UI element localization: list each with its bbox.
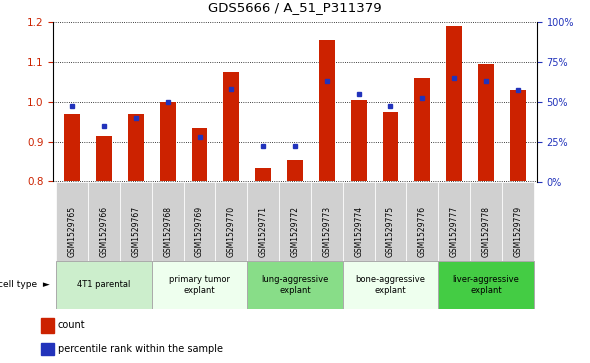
Bar	[247, 182, 279, 261]
Text: percentile rank within the sample: percentile rank within the sample	[58, 344, 223, 354]
Bar	[120, 182, 152, 261]
Bar	[287, 159, 303, 182]
Text: GSM1529775: GSM1529775	[386, 206, 395, 257]
Bar	[41, 343, 54, 355]
Bar	[311, 182, 343, 261]
Bar	[183, 182, 215, 261]
Bar	[319, 40, 335, 182]
Bar	[510, 90, 526, 182]
Text: GSM1529772: GSM1529772	[290, 207, 300, 257]
Bar	[414, 78, 430, 182]
Bar	[64, 114, 80, 182]
Text: GSM1529767: GSM1529767	[132, 206, 140, 257]
Bar	[375, 182, 407, 261]
Bar	[128, 114, 144, 182]
Text: GSM1529778: GSM1529778	[481, 207, 490, 257]
Text: GSM1529774: GSM1529774	[354, 206, 363, 257]
Bar	[438, 182, 470, 261]
Text: GSM1529777: GSM1529777	[450, 206, 458, 257]
Bar	[343, 182, 375, 261]
Bar	[88, 182, 120, 261]
Text: GSM1529766: GSM1529766	[100, 206, 109, 257]
Bar	[350, 100, 366, 182]
Text: GSM1529773: GSM1529773	[322, 206, 332, 257]
Bar	[160, 102, 176, 182]
Bar	[438, 261, 534, 309]
Text: primary tumor
explant: primary tumor explant	[169, 275, 230, 295]
Text: GDS5666 / A_51_P311379: GDS5666 / A_51_P311379	[208, 1, 382, 15]
Text: bone-aggressive
explant: bone-aggressive explant	[356, 275, 425, 295]
Bar	[96, 135, 112, 182]
Bar	[56, 182, 88, 261]
Bar	[247, 261, 343, 309]
Text: GSM1529779: GSM1529779	[513, 206, 522, 257]
Text: 4T1 parental: 4T1 parental	[77, 281, 131, 289]
Text: GSM1529776: GSM1529776	[418, 206, 427, 257]
Bar	[382, 111, 398, 182]
Text: GSM1529770: GSM1529770	[227, 206, 236, 257]
Bar	[446, 26, 462, 182]
Text: lung-aggressive
explant: lung-aggressive explant	[261, 275, 329, 295]
Text: liver-aggressive
explant: liver-aggressive explant	[453, 275, 519, 295]
Bar	[215, 182, 247, 261]
Text: GSM1529769: GSM1529769	[195, 206, 204, 257]
Bar	[255, 167, 271, 182]
Text: GSM1529765: GSM1529765	[68, 206, 77, 257]
Text: GSM1529768: GSM1529768	[163, 207, 172, 257]
Bar	[152, 182, 183, 261]
Bar	[152, 261, 247, 309]
Bar	[56, 261, 152, 309]
Bar	[502, 182, 534, 261]
Bar	[224, 72, 240, 182]
Bar	[470, 182, 502, 261]
Bar	[343, 261, 438, 309]
Bar	[407, 182, 438, 261]
Bar	[41, 318, 54, 333]
Text: count: count	[58, 321, 86, 330]
Text: GSM1529771: GSM1529771	[258, 207, 268, 257]
Bar	[478, 64, 494, 182]
Text: cell type  ►: cell type ►	[0, 281, 50, 289]
Bar	[279, 182, 311, 261]
Bar	[192, 127, 208, 182]
